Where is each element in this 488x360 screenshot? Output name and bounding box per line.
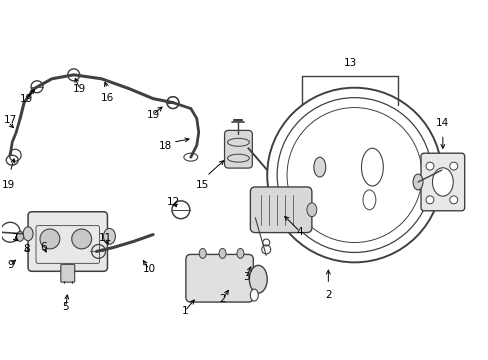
FancyBboxPatch shape <box>250 187 311 233</box>
Text: 19: 19 <box>20 94 33 104</box>
FancyBboxPatch shape <box>185 255 253 302</box>
FancyBboxPatch shape <box>224 130 252 168</box>
Ellipse shape <box>23 227 33 241</box>
Text: 16: 16 <box>101 93 114 103</box>
Circle shape <box>425 162 433 170</box>
Text: 18: 18 <box>158 141 171 151</box>
Ellipse shape <box>199 248 206 258</box>
Ellipse shape <box>219 248 225 258</box>
Ellipse shape <box>412 174 422 190</box>
Text: 2: 2 <box>325 290 331 300</box>
Text: 12: 12 <box>166 197 179 207</box>
Ellipse shape <box>306 203 316 217</box>
Text: 3: 3 <box>243 272 249 282</box>
Circle shape <box>40 229 60 249</box>
Text: 19: 19 <box>73 84 86 94</box>
Text: 8: 8 <box>23 244 29 255</box>
Text: 9: 9 <box>7 260 14 270</box>
Text: 1: 1 <box>181 306 188 316</box>
Circle shape <box>449 196 457 204</box>
FancyBboxPatch shape <box>28 212 107 271</box>
Text: 2: 2 <box>219 294 225 304</box>
Text: 7: 7 <box>11 233 18 243</box>
Ellipse shape <box>249 265 266 293</box>
Circle shape <box>425 196 433 204</box>
Text: 5: 5 <box>62 302 69 312</box>
Text: 11: 11 <box>99 233 112 243</box>
Text: 4: 4 <box>296 226 303 237</box>
Ellipse shape <box>313 157 325 177</box>
Text: 15: 15 <box>196 180 209 190</box>
Text: 13: 13 <box>343 58 356 68</box>
Text: 19: 19 <box>146 109 160 120</box>
Text: 19: 19 <box>1 180 15 190</box>
Ellipse shape <box>237 248 244 258</box>
Circle shape <box>72 229 91 249</box>
Ellipse shape <box>103 229 115 244</box>
Ellipse shape <box>431 168 452 196</box>
Circle shape <box>449 162 457 170</box>
Text: 14: 14 <box>435 118 448 129</box>
Ellipse shape <box>250 289 258 301</box>
FancyBboxPatch shape <box>61 264 75 282</box>
Text: 10: 10 <box>142 264 155 274</box>
Text: 17: 17 <box>4 116 18 126</box>
Text: 6: 6 <box>41 243 47 252</box>
Ellipse shape <box>17 231 23 241</box>
FancyBboxPatch shape <box>420 153 464 211</box>
